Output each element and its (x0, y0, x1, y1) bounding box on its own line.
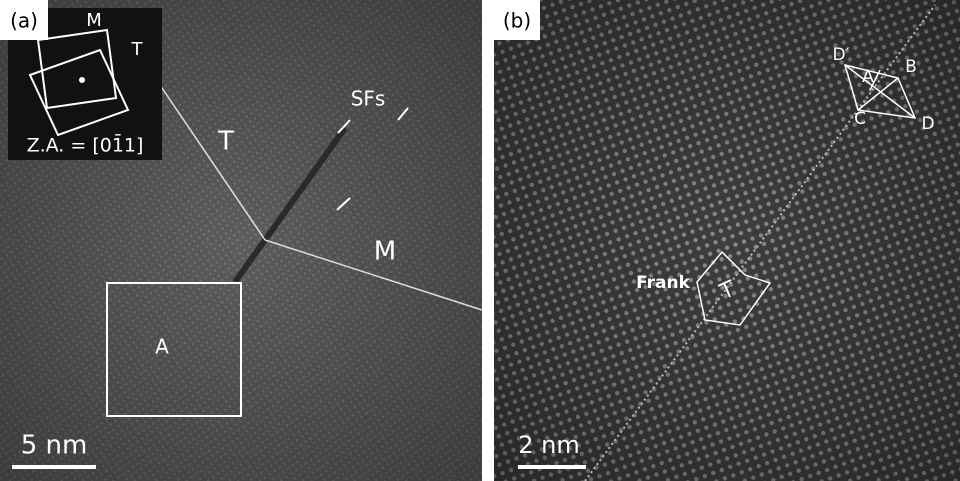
site-label: C (854, 109, 866, 129)
scale-label: 5 nm (21, 431, 88, 461)
inset-label: T (131, 39, 144, 60)
figure: M T Z.A. = [01̄1] SFs T M A 5 nm (a) D′ … (0, 0, 960, 481)
panel-label: (b) (503, 9, 531, 33)
annotation: M (374, 237, 396, 267)
annotation: SFs (351, 87, 386, 111)
annotation: A (155, 335, 169, 359)
site-label: D′ (833, 45, 850, 65)
scale-label: 2 nm (518, 431, 580, 459)
panel-label: (a) (10, 9, 38, 33)
inset-label: M (86, 10, 102, 31)
shading (494, 0, 960, 481)
panel-a: M T Z.A. = [01̄1] SFs T M A 5 nm (a) (0, 0, 482, 481)
site-label: B (905, 57, 917, 77)
annotation: Frank (636, 273, 690, 293)
site-label: A (862, 67, 874, 87)
annotation: T (217, 127, 234, 157)
site-label: D (921, 114, 934, 134)
panel-b: D′ A B C D Frank 2 nm (b) (494, 0, 960, 481)
zone-axis: Z.A. = [01̄1] (27, 132, 144, 156)
center-spot (79, 77, 85, 83)
